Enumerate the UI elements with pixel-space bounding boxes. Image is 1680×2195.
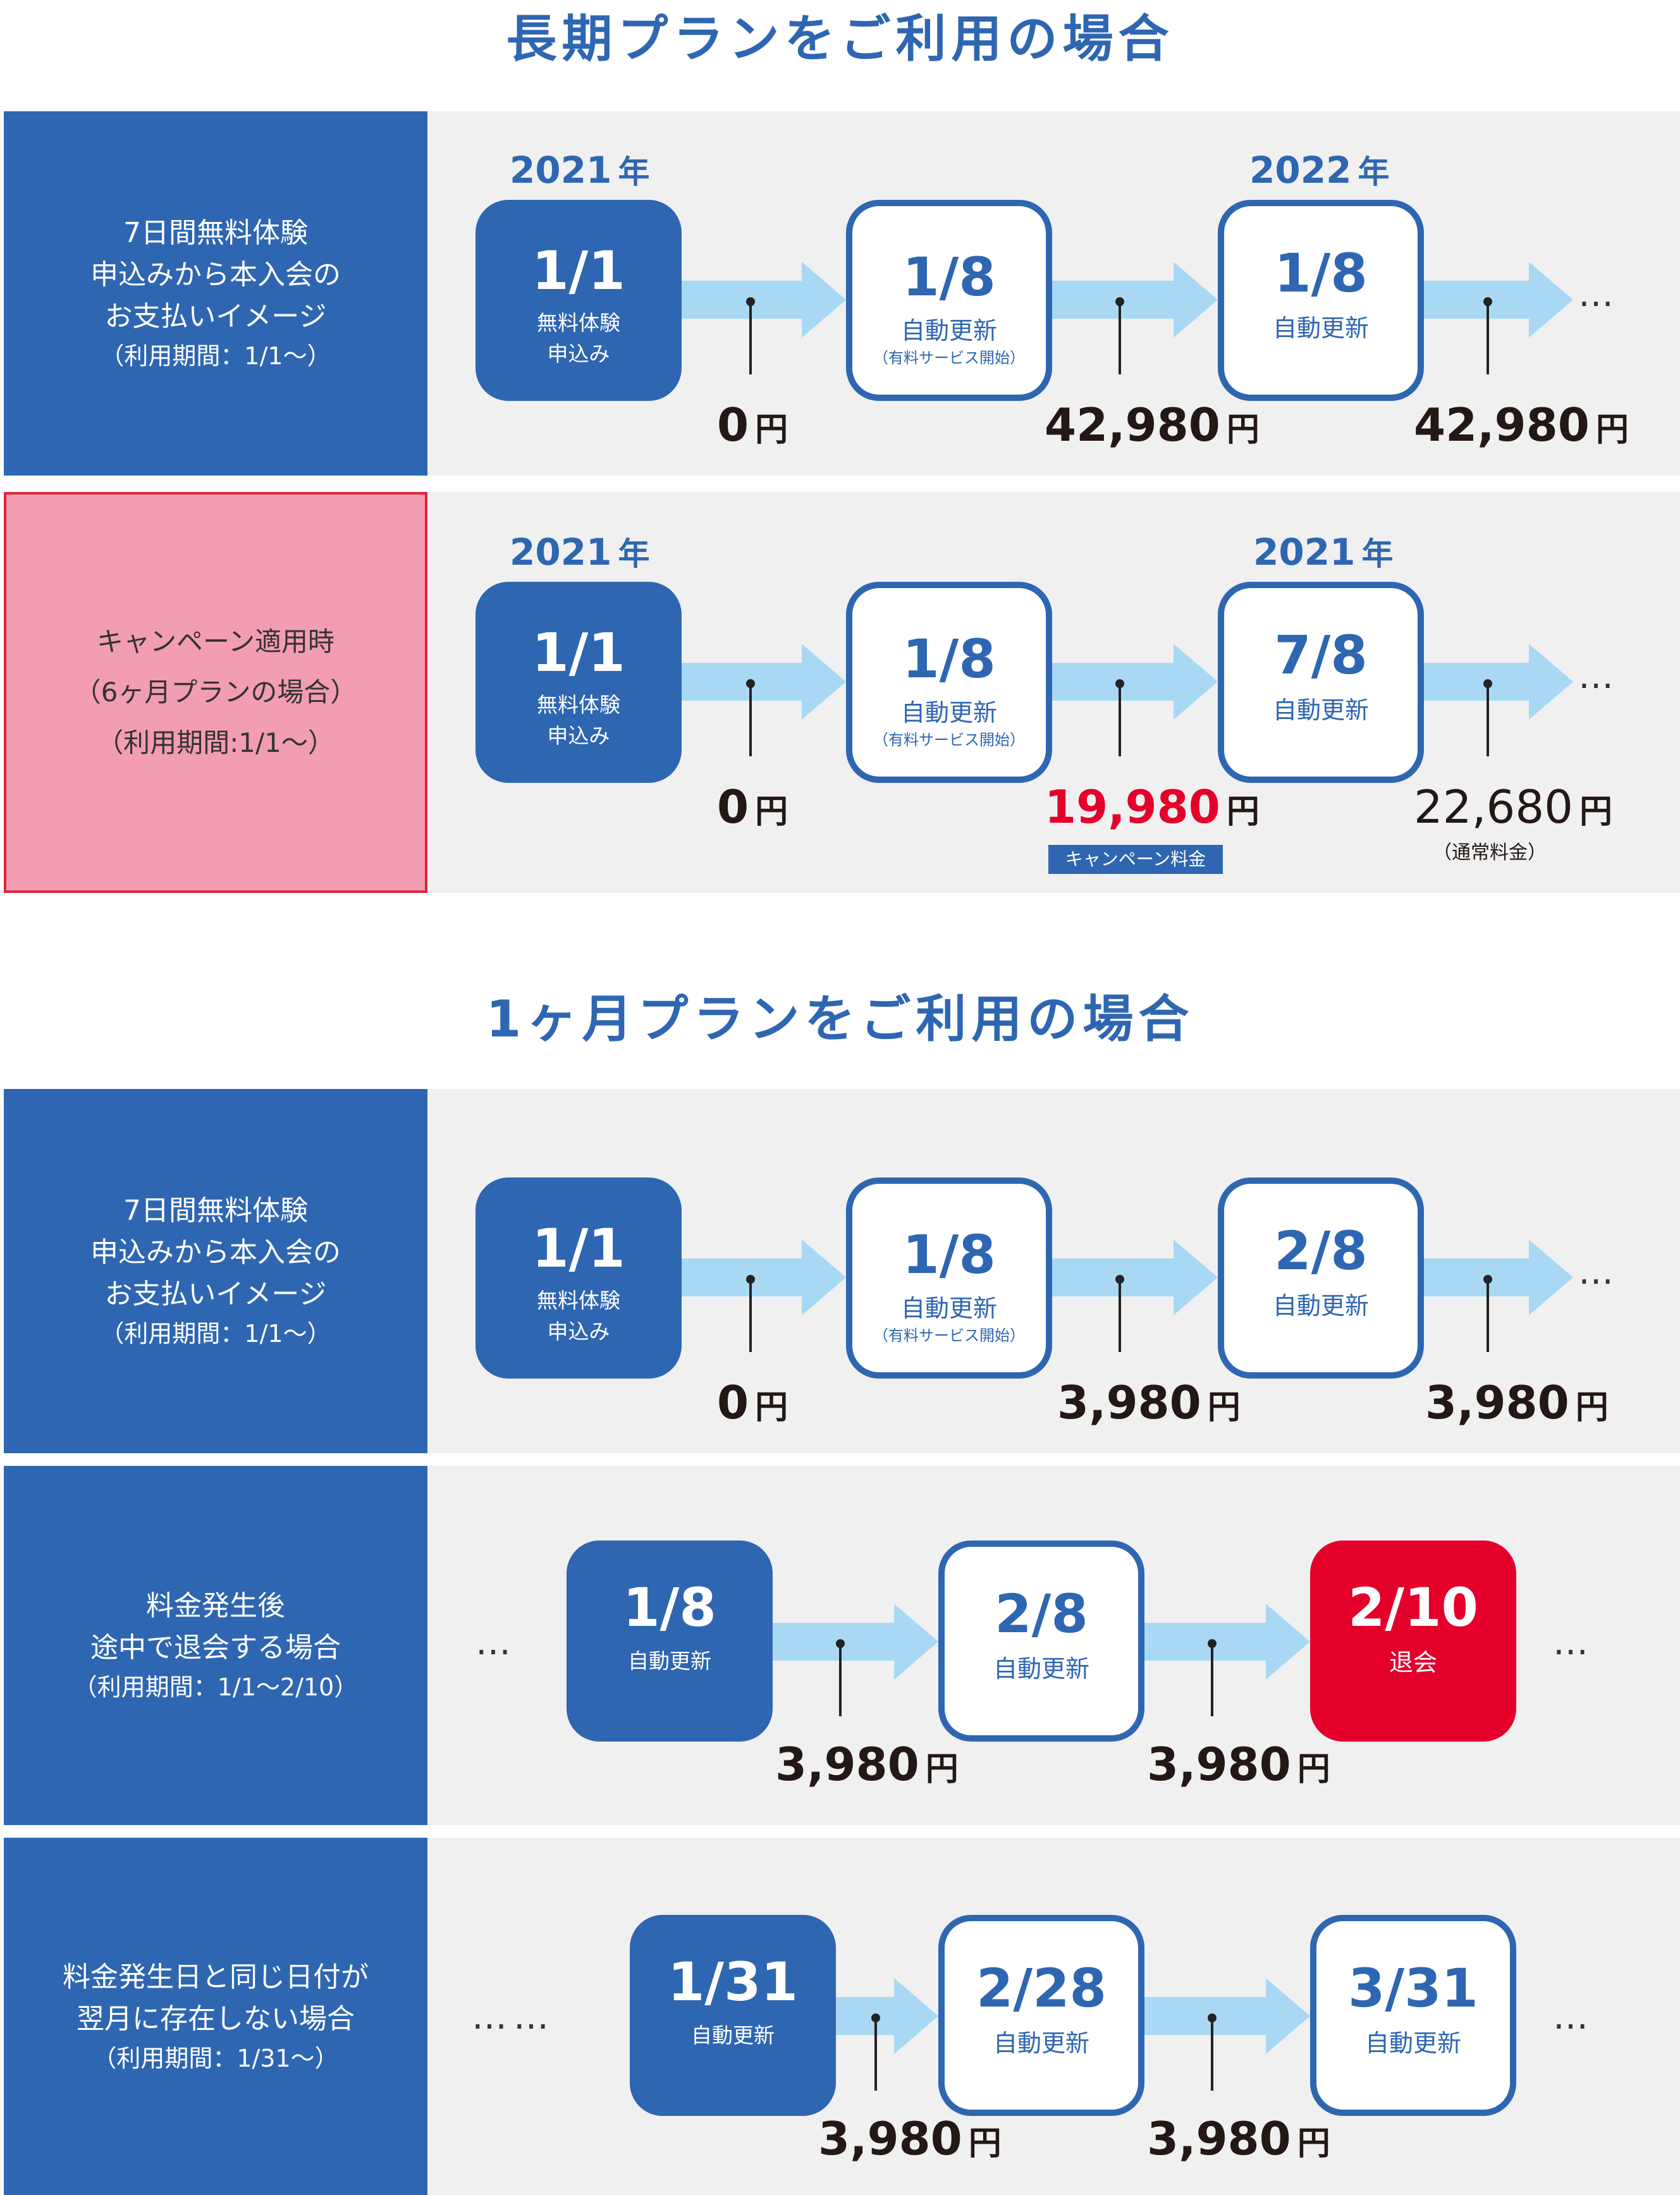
row2-year-b: 2021 年 [1253,531,1394,574]
row3-label-line2: 申込みから本入会の [90,1236,341,1269]
row4-node-renewal-2: 2/8 自動更新 [938,1540,1144,1742]
row4-label-line1: 料金発生後 [146,1590,285,1622]
row3-label-panel: 7日間無料体験 申込みから本入会の お支払いイメージ （利用期間：1/1〜） [4,1089,427,1453]
row2-tick-2 [1119,683,1121,756]
row5-node-renewal-2: 2/28 自動更新 [938,1915,1144,2116]
row3-arrow-2 [1052,1239,1218,1315]
row2-normal-price-note: （通常料金） [1433,842,1547,864]
row4-ellipsis-left: … [475,1622,517,1663]
row4-price-2: 3,980 円 [1147,1738,1330,1791]
row5-price-2: 3,980 円 [1147,2112,1330,2165]
row2-price-campaign: 19,980 円 [1045,780,1260,833]
row3-label-period: （利用期間：1/1〜） [100,1320,331,1348]
row5-price-1: 3,980 円 [818,2112,1002,2165]
row5-ellipsis-right: … [1553,1996,1595,2038]
row2-price-normal: 22,680 円 [1414,780,1612,833]
row5-ellipsis-left: …… [472,1996,555,2038]
row3-price-3: 3,980 円 [1425,1376,1609,1429]
row4-tick-2 [1211,1643,1213,1716]
monthly-plan-title: 1ヶ月プランをご利用の場合 [486,990,1194,1048]
row2-node-renewal-next: 7/8 自動更新 [1218,582,1424,783]
row4-tick-1 [839,1643,842,1716]
row1-ellipsis: … [1578,274,1620,315]
row4-ellipsis-right: … [1553,1622,1595,1663]
row2-label-line1: キャンペーン適用時 [97,626,334,657]
row2-node-renewal-start: 1/8 自動更新 （有料サービス開始） [846,582,1052,783]
row4-flow-panel: … 1/8 自動更新 2/8 自動更新 2/10 退会 … 3,980 円 3,9… [427,1466,1680,1825]
row3-tick-2 [1119,1279,1121,1352]
row3-node-renewal-start: 1/8 自動更新 （有料サービス開始） [846,1177,1052,1379]
row1-label-period: （利用期間：1/1〜） [100,342,331,370]
row4-arrow-1 [773,1604,938,1680]
row1-tick-1 [749,301,752,374]
row5-label-period: （利用期間：1/31〜） [92,2044,339,2072]
row3-label-line3: お支払いイメージ [104,1278,327,1310]
row5-node-renewal-3: 3/31 自動更新 [1310,1915,1516,2116]
row2-arrow-3 [1424,644,1573,720]
row1-label-line1: 7日間無料体験 [123,217,308,249]
row2-arrow-1 [682,644,846,720]
long-plan-title: 長期プランをご利用の場合 [506,9,1174,68]
row2-flow-panel: 2021 年 2021 年 1/1 無料体験 申込み 1/8 自動更新 （有料サービ… [427,492,1680,893]
row1-node-renewal-next: 1/8 自動更新 [1218,200,1424,401]
row1-node-signup: 1/1 無料体験 申込み [475,200,682,401]
row4-node-cancel: 2/10 退会 [1310,1540,1516,1742]
row5-flow-panel: …… 1/31 自動更新 2/28 自動更新 3/31 自動更新 … 3,980… [427,1838,1680,2195]
row2-node-signup: 1/1 無料体験 申込み [475,582,682,783]
row4-label-panel: 料金発生後 途中で退会する場合 （利用期間：1/1〜2/10） [4,1466,427,1825]
row2-label-line2: （6ヶ月プランの場合） [74,677,357,708]
row5-tick-1 [874,2017,877,2091]
row2-label-panel: キャンペーン適用時 （6ヶ月プランの場合） （利用期間:1/1〜） [4,492,427,893]
row2-tick-3 [1487,683,1489,756]
row3-arrow-3 [1424,1239,1573,1315]
row2-label-period: （利用期間:1/1〜） [97,727,334,758]
row3-ellipsis: … [1578,1251,1620,1293]
row5-node-renewal-1: 1/31 自動更新 [630,1915,836,2116]
row3-price-2: 3,980 円 [1057,1376,1241,1429]
row3-label-line1: 7日間無料体験 [123,1195,308,1227]
row5-label-line2: 翌月に存在しない場合 [77,2002,355,2035]
row5-label-line1: 料金発生日と同じ日付が [63,1960,369,1993]
row4-node-renewal-1: 1/8 自動更新 [567,1540,773,1742]
row4-price-1: 3,980 円 [775,1738,959,1791]
row1-tick-3 [1487,301,1489,374]
row1-arrow-2 [1052,262,1218,338]
row1-arrow-1 [682,262,846,338]
row1-label-line2: 申込みから本入会の [90,259,341,291]
row2-campaign-badge: キャンペーン料金 [1048,845,1223,874]
row5-label-panel: 料金発生日と同じ日付が 翌月に存在しない場合 （利用期間：1/31〜） [4,1838,427,2195]
row2-ellipsis: … [1578,656,1620,697]
row3-tick-3 [1487,1279,1489,1352]
row3-tick-1 [749,1279,752,1352]
row3-node-signup: 1/1 無料体験 申込み [475,1177,682,1379]
row1-label-panel: 7日間無料体験 申込みから本入会の お支払いイメージ （利用期間：1/1〜） [4,111,427,476]
row3-node-renewal-next: 2/8 自動更新 [1218,1177,1424,1379]
row1-node-renewal-start: 1/8 自動更新 （有料サービス開始） [846,200,1052,401]
row4-label-line2: 途中で退会する場合 [90,1632,341,1664]
row2-year-a: 2021 年 [510,531,650,574]
row1-price-3: 42,980 円 [1414,398,1629,452]
row1-price-2: 42,980 円 [1045,398,1260,452]
row3-arrow-1 [682,1239,846,1315]
row4-arrow-2 [1144,1604,1310,1680]
row4-label-period: （利用期間：1/1〜2/10） [73,1673,359,1701]
row1-flow-panel: 2021 年 2022 年 1/1 無料体験 申込み 1/8 自動更新 （有料サービ… [427,111,1680,476]
row5-arrow-1 [836,1978,938,2054]
row1-tick-2 [1119,301,1121,374]
row2-arrow-2 [1052,644,1218,720]
row1-year-a: 2021 年 [510,149,650,192]
row1-arrow-3 [1424,262,1573,338]
row1-label-line3: お支払いイメージ [104,300,327,333]
row5-tick-2 [1211,2017,1213,2091]
row3-flow-panel: 1/1 無料体験 申込み 1/8 自動更新 （有料サービス開始） 2/8 自動更… [427,1089,1680,1453]
row2-tick-1 [749,683,752,756]
row5-arrow-2 [1144,1978,1310,2054]
row1-year-b: 2022 年 [1249,149,1390,192]
